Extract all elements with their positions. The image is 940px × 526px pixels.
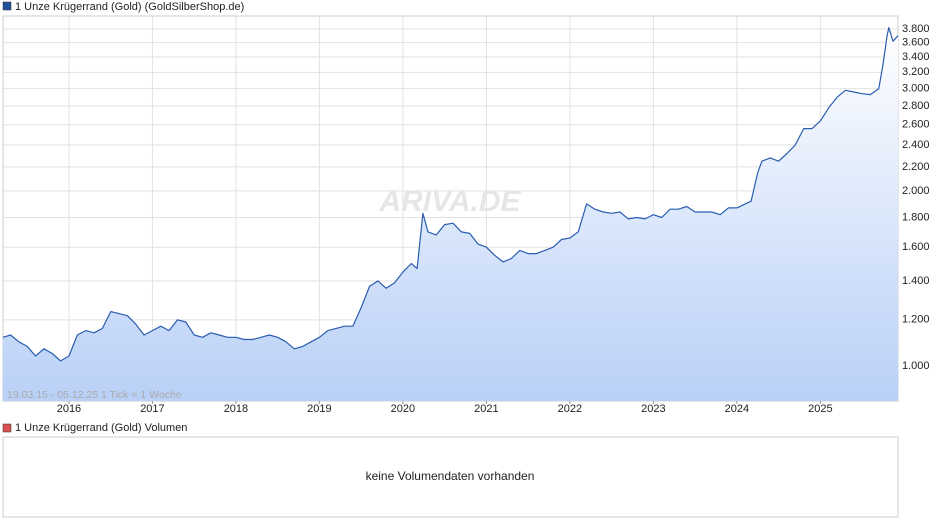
volume-frame xyxy=(2,436,899,518)
x-tick-label: 2017 xyxy=(140,403,164,415)
y-tick-label: 2.200 xyxy=(902,161,930,173)
x-tick-label: 2022 xyxy=(558,403,582,415)
price-line xyxy=(2,27,899,362)
x-tick-label: 2021 xyxy=(474,403,498,415)
watermark: ARIVA.DE xyxy=(378,185,521,218)
legend-swatch xyxy=(2,1,12,11)
volume-message: keine Volumendaten vorhanden xyxy=(366,469,535,483)
x-tick-label: 2019 xyxy=(307,403,331,415)
y-tick-label: 1.800 xyxy=(902,211,930,223)
y-tick-label: 2.400 xyxy=(902,139,930,151)
y-tick-label: 1.000 xyxy=(902,360,930,372)
x-tick-label: 2016 xyxy=(57,403,81,415)
x-tick-label: 2023 xyxy=(641,403,665,415)
x-tick-label: 2025 xyxy=(808,403,832,415)
y-tick-label: 1.600 xyxy=(902,241,930,253)
y-tick-label: 3.000 xyxy=(902,83,930,95)
volume-title: 1 Unze Krügerrand (Gold) Volumen xyxy=(15,422,187,434)
x-tick-label: 2024 xyxy=(725,403,749,415)
y-tick-label: 3.600 xyxy=(902,36,930,48)
y-tick-label: 3.400 xyxy=(902,51,930,63)
area xyxy=(3,27,898,401)
y-tick-label: 1.400 xyxy=(902,275,930,287)
legend-swatch xyxy=(2,423,12,433)
y-tick-label: 2.800 xyxy=(902,100,930,112)
x-tick-label: 2020 xyxy=(391,403,415,415)
footnote: 19.03.15 - 05.12.25 1 Tick = 1 Woche xyxy=(7,389,182,401)
y-tick-label: 2.000 xyxy=(902,185,930,197)
y-tick-label: 2.600 xyxy=(902,119,930,131)
chart-title: 1 Unze Krügerrand (Gold) (GoldSilberShop… xyxy=(15,1,244,13)
x-tick-label: 2018 xyxy=(224,403,248,415)
y-tick-label: 1.200 xyxy=(902,314,930,326)
y-tick-label: 3.800 xyxy=(902,23,930,35)
y-tick-label: 3.200 xyxy=(902,66,930,78)
